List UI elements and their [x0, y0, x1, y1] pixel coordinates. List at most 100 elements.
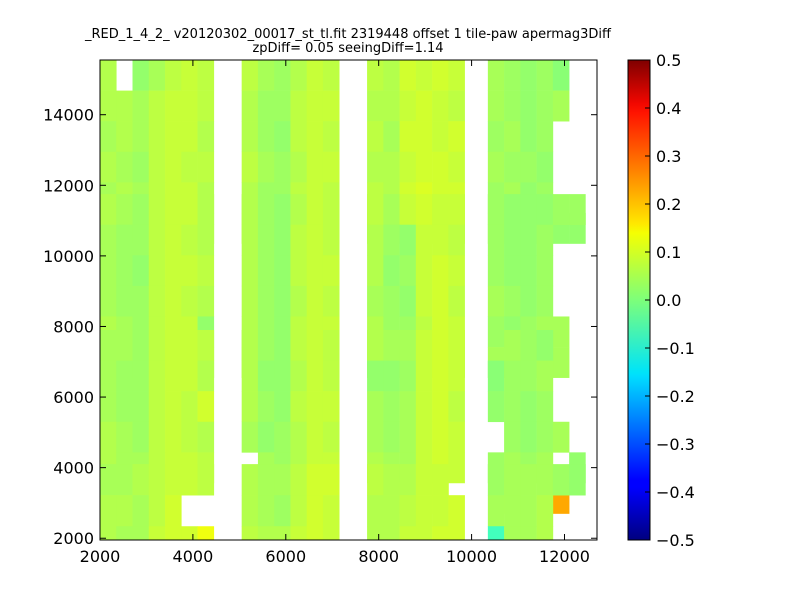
heatmap-cell	[274, 121, 291, 153]
heatmap-cell	[383, 121, 400, 153]
heatmap-cell	[290, 121, 307, 153]
heatmap-cell	[290, 285, 307, 317]
heatmap-cell	[399, 90, 417, 122]
heatmap-cell	[100, 224, 117, 256]
heatmap-cell	[569, 194, 586, 226]
heatmap-cell	[432, 255, 449, 287]
heatmap-cell	[116, 495, 133, 527]
heatmap-cell	[181, 151, 198, 183]
heatmap-cell	[100, 151, 117, 183]
heatmap-cell	[536, 526, 554, 541]
heatmap-cell	[241, 391, 259, 423]
heatmap-cell	[487, 285, 505, 317]
heatmap-cell	[536, 360, 554, 392]
heatmap-cell	[197, 121, 215, 153]
heatmap-cell	[132, 391, 150, 423]
heatmap-cell	[367, 360, 384, 392]
heatmap-cell	[520, 360, 537, 392]
heatmap-cell	[306, 330, 324, 361]
heatmap-cell	[257, 151, 275, 183]
x-tick-label: 2000	[80, 547, 121, 566]
heatmap-cell	[504, 121, 521, 153]
heatmap-cell	[290, 464, 307, 496]
heatmap-cell	[100, 121, 117, 153]
heatmap-cell	[415, 330, 433, 361]
heatmap-cell	[148, 194, 166, 226]
heatmap-cell	[274, 421, 291, 453]
heatmap-cell	[290, 421, 307, 453]
heatmap-cell	[116, 464, 133, 496]
heatmap-cell	[520, 464, 537, 496]
heatmap-cell	[241, 495, 259, 527]
heatmap-cell	[132, 360, 150, 392]
colorbar-tick-label: −0.2	[656, 387, 695, 406]
heatmap-cell	[100, 360, 117, 392]
heatmap-cell	[448, 151, 465, 183]
heatmap-cell	[322, 255, 340, 287]
heatmap-cell	[399, 526, 417, 541]
heatmap-cell	[132, 121, 150, 153]
heatmap-cell	[383, 360, 400, 392]
heatmap-cell	[415, 194, 433, 226]
heatmap-cell	[520, 121, 537, 153]
heatmap-cell	[383, 255, 400, 287]
colorbar: 0.5 0.4 0.3 0.2 0.1 0.0 −0.1 −0.2 −0.3 −0.4 −0.5	[627, 51, 695, 550]
heatmap-cell	[257, 330, 275, 361]
heatmap-cell	[383, 285, 400, 317]
heatmap-cell	[241, 526, 259, 541]
heatmap-cell	[148, 360, 166, 392]
heatmap-cell	[448, 391, 465, 423]
heatmap-cell	[257, 495, 275, 527]
heatmap-cell	[415, 360, 433, 392]
heatmap-cell	[274, 330, 291, 361]
heatmap-cell	[100, 330, 117, 361]
heatmap-cell	[165, 421, 182, 453]
heatmap-cell	[415, 121, 433, 153]
heatmap-cell	[274, 464, 291, 496]
heatmap-cell	[536, 151, 554, 183]
heatmap-cell	[536, 194, 554, 226]
heatmap-cell	[552, 194, 570, 226]
heatmap-cell	[181, 60, 198, 91]
heatmap-cell	[274, 224, 291, 256]
x-tick-label: 8000	[358, 547, 399, 566]
colorbar-tick-label: −0.3	[656, 435, 695, 454]
heatmap-cell	[322, 121, 340, 153]
heatmap-cell	[197, 285, 215, 317]
heatmap-cell	[197, 391, 215, 423]
heatmap-cell	[487, 90, 505, 122]
heatmap-cell	[132, 421, 150, 453]
heatmap-cell	[148, 224, 166, 256]
colorbar-tick-label: 0.2	[656, 195, 681, 214]
heatmap-cell	[306, 421, 324, 453]
heatmap-cell	[367, 421, 384, 453]
heatmap-cell	[448, 495, 465, 527]
heatmap-cell	[432, 285, 449, 317]
heatmap-cell	[306, 360, 324, 392]
heatmap-cell	[487, 194, 505, 226]
heatmap-cell	[165, 495, 182, 527]
heatmap-cell	[306, 194, 324, 226]
heatmap-cell	[383, 194, 400, 226]
heatmap-cell	[448, 60, 465, 91]
heatmap-cell	[181, 421, 198, 453]
heatmap-cell	[399, 421, 417, 453]
heatmap-cell	[383, 224, 400, 256]
heatmap-cell	[432, 330, 449, 361]
heatmap-cell	[520, 495, 537, 527]
heatmap-cell	[165, 121, 182, 153]
heatmap-cell	[132, 224, 150, 256]
heatmap-cell	[257, 391, 275, 423]
heatmap-cell	[257, 60, 275, 91]
heatmap-cell	[367, 464, 384, 496]
colorbar-tick-label: 0.0	[656, 291, 681, 310]
heatmap-cell	[399, 194, 417, 226]
heatmap-cell	[383, 495, 400, 527]
heatmap-cell	[181, 121, 198, 153]
heatmap-cell	[383, 421, 400, 453]
heatmap-cell	[432, 60, 449, 91]
heatmap-cell	[116, 90, 133, 122]
heatmap-cell	[197, 330, 215, 361]
heatmap-cell	[520, 194, 537, 226]
heatmap-cell	[322, 421, 340, 453]
